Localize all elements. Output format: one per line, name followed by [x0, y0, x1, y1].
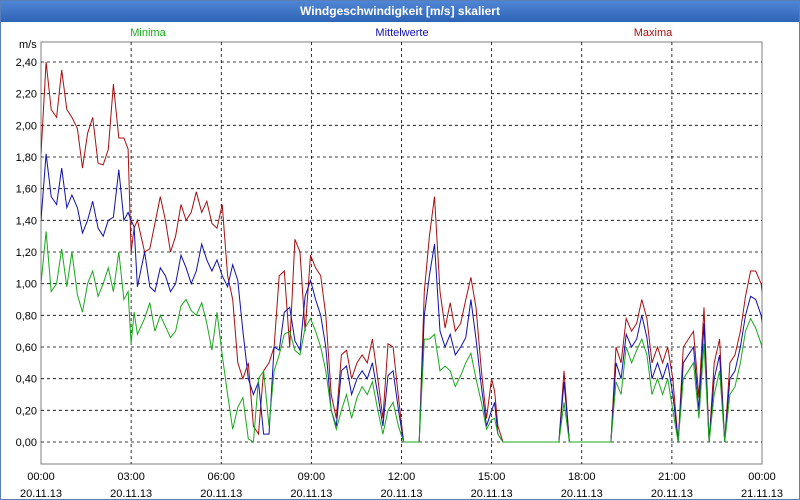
- x-tick-date-label: 20.11.13: [110, 488, 152, 498]
- x-tick-time-label: 00:00: [748, 471, 776, 483]
- y-tick-label: 2,00: [16, 120, 37, 132]
- series-line-avg: [41, 153, 762, 443]
- y-tick-label: 0,40: [16, 374, 37, 386]
- legend-label-max: Maxima: [634, 27, 673, 39]
- window-title: Windgeschwindigkeit [m/s] skaliert: [1, 1, 799, 22]
- y-tick-label: 1,80: [16, 152, 37, 164]
- x-tick-date-label: 20.11.13: [471, 488, 513, 498]
- x-tick-time-label: 18:00: [568, 471, 596, 483]
- x-tick-time-label: 03:00: [117, 471, 145, 483]
- grid-lines: [41, 42, 762, 464]
- x-tick-time-label: 06:00: [207, 471, 235, 483]
- y-tick-label: 1,60: [16, 184, 37, 196]
- series-line-max: [41, 61, 762, 443]
- x-tick-date-label: 20.11.13: [200, 488, 242, 498]
- x-tick-time-label: 21:00: [658, 471, 686, 483]
- y-tick-label: 2,40: [16, 57, 37, 69]
- legend-label-min: Minima: [130, 27, 166, 39]
- y-tick-label: 2,20: [16, 89, 37, 101]
- x-tick-date-label: 20.11.13: [561, 488, 603, 498]
- y-tick-label: 0,00: [16, 437, 37, 449]
- x-tick-time-label: 00:00: [27, 471, 55, 483]
- y-tick-label: 0,60: [16, 342, 37, 354]
- axes: 0,00 0,20 0,40 0,60 0,80 1,00 1,20 1,40 1,60 1,80…: [16, 57, 783, 498]
- y-tick-label: 1,40: [16, 215, 37, 227]
- y-tick-label: 1,20: [16, 247, 37, 259]
- legend-label-avg: Mittelwerte: [375, 27, 428, 39]
- x-tick-date-label: 20.11.13: [380, 488, 422, 498]
- y-axis-unit-label: m/s: [19, 39, 37, 51]
- y-tick-label: 0,20: [16, 405, 37, 417]
- x-tick-time-label: 09:00: [298, 471, 326, 483]
- x-tick-date-label: 20.11.13: [651, 488, 693, 498]
- series-line-min: [41, 231, 762, 443]
- wind-speed-chart: 0,00 0,20 0,40 0,60 0,80 1,00 1,20 1,40 1,60 1,80…: [16, 27, 783, 498]
- x-tick-date-label: 20.11.13: [20, 488, 62, 498]
- series-lines: [41, 61, 762, 443]
- x-tick-date-label: 20.11.13: [290, 488, 332, 498]
- y-tick-label: 1,00: [16, 279, 37, 291]
- x-tick-time-label: 15:00: [478, 471, 506, 483]
- legend: Minima Mittelwerte Maxima: [130, 27, 673, 39]
- x-tick-date-label: 21.11.13: [741, 488, 783, 498]
- y-tick-label: 0,80: [16, 310, 37, 322]
- x-tick-time-label: 12:00: [388, 471, 416, 483]
